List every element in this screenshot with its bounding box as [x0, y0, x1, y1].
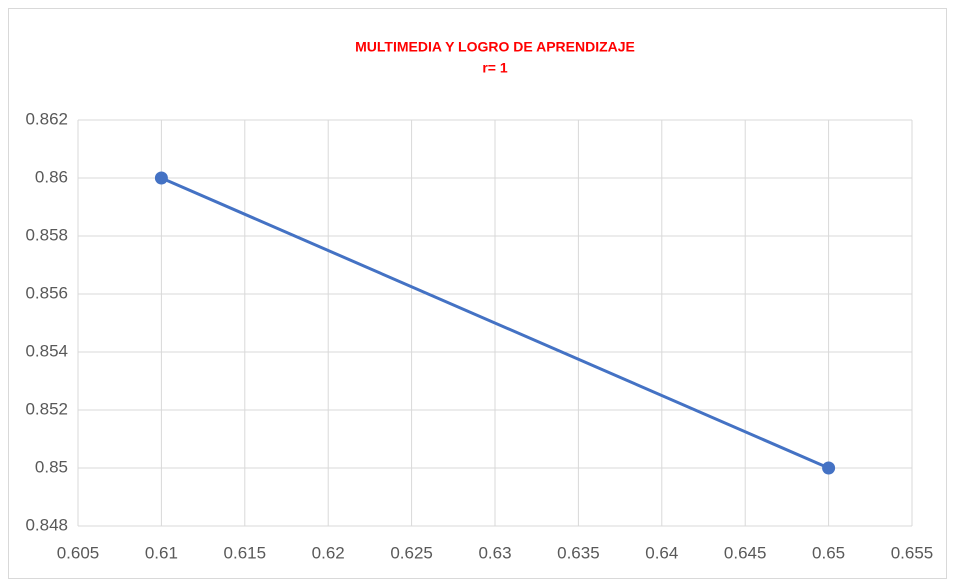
- y-tick-label: 0.858: [25, 225, 68, 244]
- chart-title: MULTIMEDIA Y LOGRO DE APRENDIZAJE: [355, 39, 635, 55]
- x-tick-label: 0.605: [57, 543, 100, 562]
- x-tick-label: 0.64: [645, 543, 678, 562]
- y-tick-label: 0.854: [25, 341, 68, 360]
- y-tick-label: 0.86: [35, 167, 68, 186]
- y-tick-label: 0.852: [25, 399, 68, 418]
- y-tick-label: 0.862: [25, 109, 68, 128]
- x-tick-label: 0.65: [812, 543, 845, 562]
- chart-subtitle: r= 1: [482, 60, 508, 76]
- x-tick-label: 0.655: [891, 543, 934, 562]
- y-tick-label: 0.848: [25, 515, 68, 534]
- x-tick-label: 0.62: [312, 543, 345, 562]
- series-line: [160, 176, 830, 470]
- x-tick-label: 0.645: [724, 543, 767, 562]
- y-tick-label: 0.85: [35, 457, 68, 476]
- x-tick-label: 0.615: [224, 543, 267, 562]
- x-tick-label: 0.625: [390, 543, 433, 562]
- x-tick-label: 0.63: [478, 543, 511, 562]
- y-tick-label: 0.856: [25, 283, 68, 302]
- data-point: [154, 171, 168, 185]
- x-tick-label: 0.635: [557, 543, 600, 562]
- x-tick-label: 0.61: [145, 543, 178, 562]
- data-point: [822, 461, 836, 475]
